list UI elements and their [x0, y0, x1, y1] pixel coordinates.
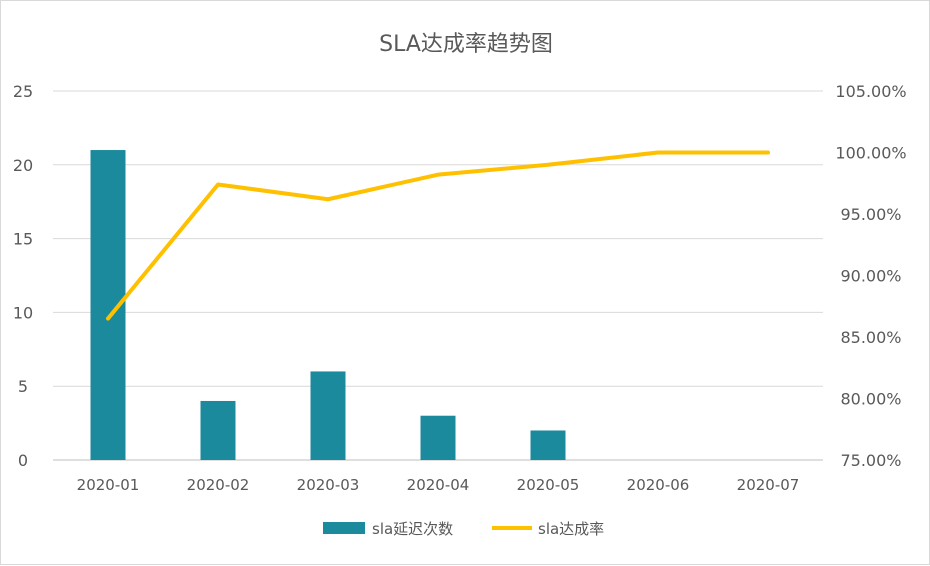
legend: sla延迟次数 sla达成率	[323, 520, 604, 538]
bar	[420, 415, 456, 460]
legend-bar-label: sla延迟次数	[372, 520, 453, 538]
left-tick-label: 5	[18, 377, 28, 396]
sla-rate-line	[106, 150, 770, 321]
chart-title: SLA达成率趋势图	[379, 32, 553, 57]
category-label: 2020-04	[407, 476, 470, 494]
legend-line-label: sla达成率	[538, 520, 604, 538]
bar-series	[90, 150, 566, 461]
category-label: 2020-02	[187, 476, 250, 494]
right-tick-label: 100.00%	[835, 144, 906, 163]
right-axis-ticks: 75.00% 80.00% 85.00% 90.00% 95.00% 100.00% 105…	[835, 82, 906, 470]
left-tick-label: 20	[13, 156, 33, 175]
left-tick-label: 15	[13, 230, 33, 249]
category-label: 2020-07	[737, 476, 800, 494]
line-series	[106, 150, 770, 321]
bar	[310, 371, 346, 460]
left-tick-label: 10	[13, 303, 33, 322]
left-tick-label: 25	[13, 82, 33, 101]
bar	[530, 430, 566, 460]
category-label: 2020-06	[627, 476, 690, 494]
left-axis-ticks: 0 5 10 15 20 25	[13, 82, 33, 470]
grid-lines	[53, 90, 823, 461]
right-tick-label: 75.00%	[840, 451, 901, 470]
right-tick-label: 95.00%	[840, 205, 901, 224]
category-label: 2020-05	[517, 476, 580, 494]
legend-bar-swatch	[323, 522, 365, 534]
right-tick-label: 80.00%	[840, 390, 901, 409]
right-tick-label: 90.00%	[840, 267, 901, 286]
category-label: 2020-01	[77, 476, 140, 494]
category-labels: 2020-01 2020-02 2020-03 2020-04 2020-05 2020-…	[77, 476, 800, 494]
category-label: 2020-03	[297, 476, 360, 494]
bar	[200, 400, 236, 460]
right-tick-label: 85.00%	[840, 328, 901, 347]
left-tick-label: 0	[18, 451, 28, 470]
right-tick-label: 105.00%	[835, 82, 906, 101]
